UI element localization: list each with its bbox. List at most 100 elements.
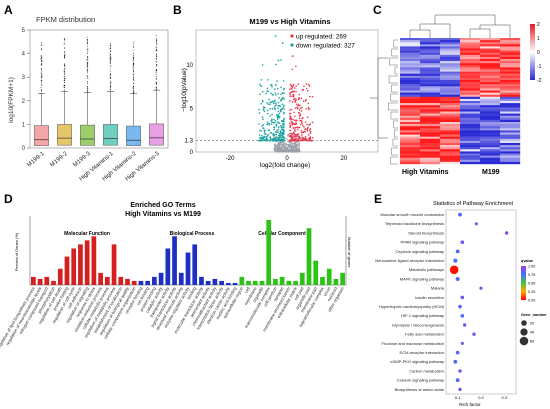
nonsignificant-point <box>286 146 288 148</box>
outlier-point <box>63 89 65 91</box>
up-regulated-point <box>289 112 291 115</box>
heatmap-cell <box>400 159 421 163</box>
up-regulated-point <box>294 138 296 140</box>
nonsignificant-point <box>275 144 278 147</box>
heatmap-cell <box>460 94 481 97</box>
outlier-point <box>41 80 43 81</box>
heatmap-cell <box>440 77 461 81</box>
down-regulated-point <box>274 121 276 124</box>
outlier-point <box>86 75 88 77</box>
heatmap-cell <box>480 159 501 163</box>
color-scale-label: 0 <box>537 50 540 56</box>
outlier-point <box>132 74 134 76</box>
nonsignificant-point <box>291 149 293 151</box>
go-bar <box>279 276 285 285</box>
heatmap-cell <box>400 149 421 152</box>
heatmap-cell <box>500 136 521 139</box>
up-regulated-point <box>292 135 295 137</box>
outlier-point <box>86 63 88 65</box>
down-regulated-point <box>262 106 265 108</box>
up-regulated-point <box>304 135 307 138</box>
panel-d-subtitle: High Vitamins vs M199 <box>125 211 201 218</box>
up-regulated-point <box>300 129 302 132</box>
nonsignificant-point <box>282 148 284 150</box>
down-regulated-point <box>274 84 277 86</box>
outlier-point <box>132 85 134 87</box>
heatmap-cell <box>480 86 501 89</box>
heatmap-cell <box>440 134 461 137</box>
nonsignificant-point <box>284 150 286 152</box>
heatmap-cell <box>500 124 521 127</box>
heatmap-cell <box>460 130 481 133</box>
outlier-point <box>86 67 88 69</box>
heatmap-cell <box>480 98 501 102</box>
outlier-point <box>155 71 157 73</box>
panel-b-xtick-label: -20 <box>226 156 235 162</box>
down-regulated-point <box>275 139 278 142</box>
outlier-point <box>86 76 88 77</box>
outlier-point <box>40 55 42 57</box>
outlier-point <box>41 67 43 69</box>
legend-marker <box>290 43 294 47</box>
heatmap-cell <box>420 124 441 127</box>
down-regulated-point <box>261 64 264 66</box>
heatmap-cell <box>400 107 421 110</box>
gene-number-marker <box>520 328 528 336</box>
go-bar <box>152 276 157 285</box>
pathway-point <box>449 265 459 275</box>
pathway-label: Neuroactive ligand-receptor interaction <box>375 258 444 263</box>
heatmap-cell <box>440 38 461 41</box>
panel-d-ylabel-left: Percent of Genes (%) <box>14 232 19 271</box>
outlier-point <box>64 37 66 39</box>
up-regulated-point <box>296 107 299 110</box>
outlier-point <box>86 87 88 89</box>
heatmap-cell <box>480 101 501 104</box>
row-dendrogram-branch <box>391 48 398 57</box>
heatmap-cell <box>480 138 501 142</box>
heatmap-cell <box>400 161 421 165</box>
down-regulated-point <box>267 122 269 125</box>
outlier-point <box>133 41 135 43</box>
heatmap-cell <box>400 134 421 137</box>
outlier-point <box>40 87 42 89</box>
outlier-point <box>133 60 134 61</box>
up-regulated-point <box>294 127 297 129</box>
down-regulated-point <box>282 88 285 91</box>
heatmap-cell <box>420 109 441 112</box>
up-regulated-point <box>293 87 296 89</box>
heatmap-cell <box>500 48 521 51</box>
row-dendrogram-branch <box>391 147 398 156</box>
pathway-point <box>458 387 462 392</box>
up-regulated-point <box>289 132 291 135</box>
outlier-point <box>40 58 42 60</box>
outlier-point <box>86 71 88 72</box>
heatmap-cell <box>400 119 421 123</box>
heatmap-cell <box>440 151 461 154</box>
qvalue-scale-label: 0.25 <box>528 290 535 294</box>
heatmap-cell <box>440 46 461 49</box>
go-bar <box>104 276 110 285</box>
panel-b-volcano: M199 vs High Vitamins −log10(pValue) log… <box>181 17 379 169</box>
outlier-point <box>156 35 158 37</box>
qvalue-scale-label: 0.50 <box>528 282 535 286</box>
heatmap-cell <box>400 157 421 160</box>
outlier-point <box>133 91 135 93</box>
heatmap-cell <box>460 59 481 62</box>
up-regulated-point <box>291 68 294 71</box>
nonsignificant-point <box>279 150 282 152</box>
down-regulated-point <box>269 115 271 117</box>
heatmap-cell <box>400 42 421 45</box>
down-regulated-point <box>270 132 273 134</box>
box <box>103 124 118 146</box>
up-regulated-point <box>309 128 312 130</box>
heatmap-cell <box>440 111 461 114</box>
nonsignificant-point <box>295 148 298 150</box>
heatmap-cell <box>400 48 421 51</box>
heatmap-cell <box>480 65 501 68</box>
down-regulated-point <box>274 92 276 94</box>
panel-letter-b: B <box>173 3 182 17</box>
pathway-point <box>472 332 476 336</box>
heatmap-cell <box>480 73 501 76</box>
heatmap-cell <box>460 98 481 102</box>
heatmap-cell <box>460 119 481 123</box>
